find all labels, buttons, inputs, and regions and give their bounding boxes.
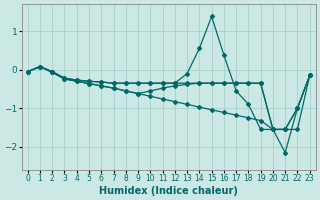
- X-axis label: Humidex (Indice chaleur): Humidex (Indice chaleur): [99, 186, 238, 196]
